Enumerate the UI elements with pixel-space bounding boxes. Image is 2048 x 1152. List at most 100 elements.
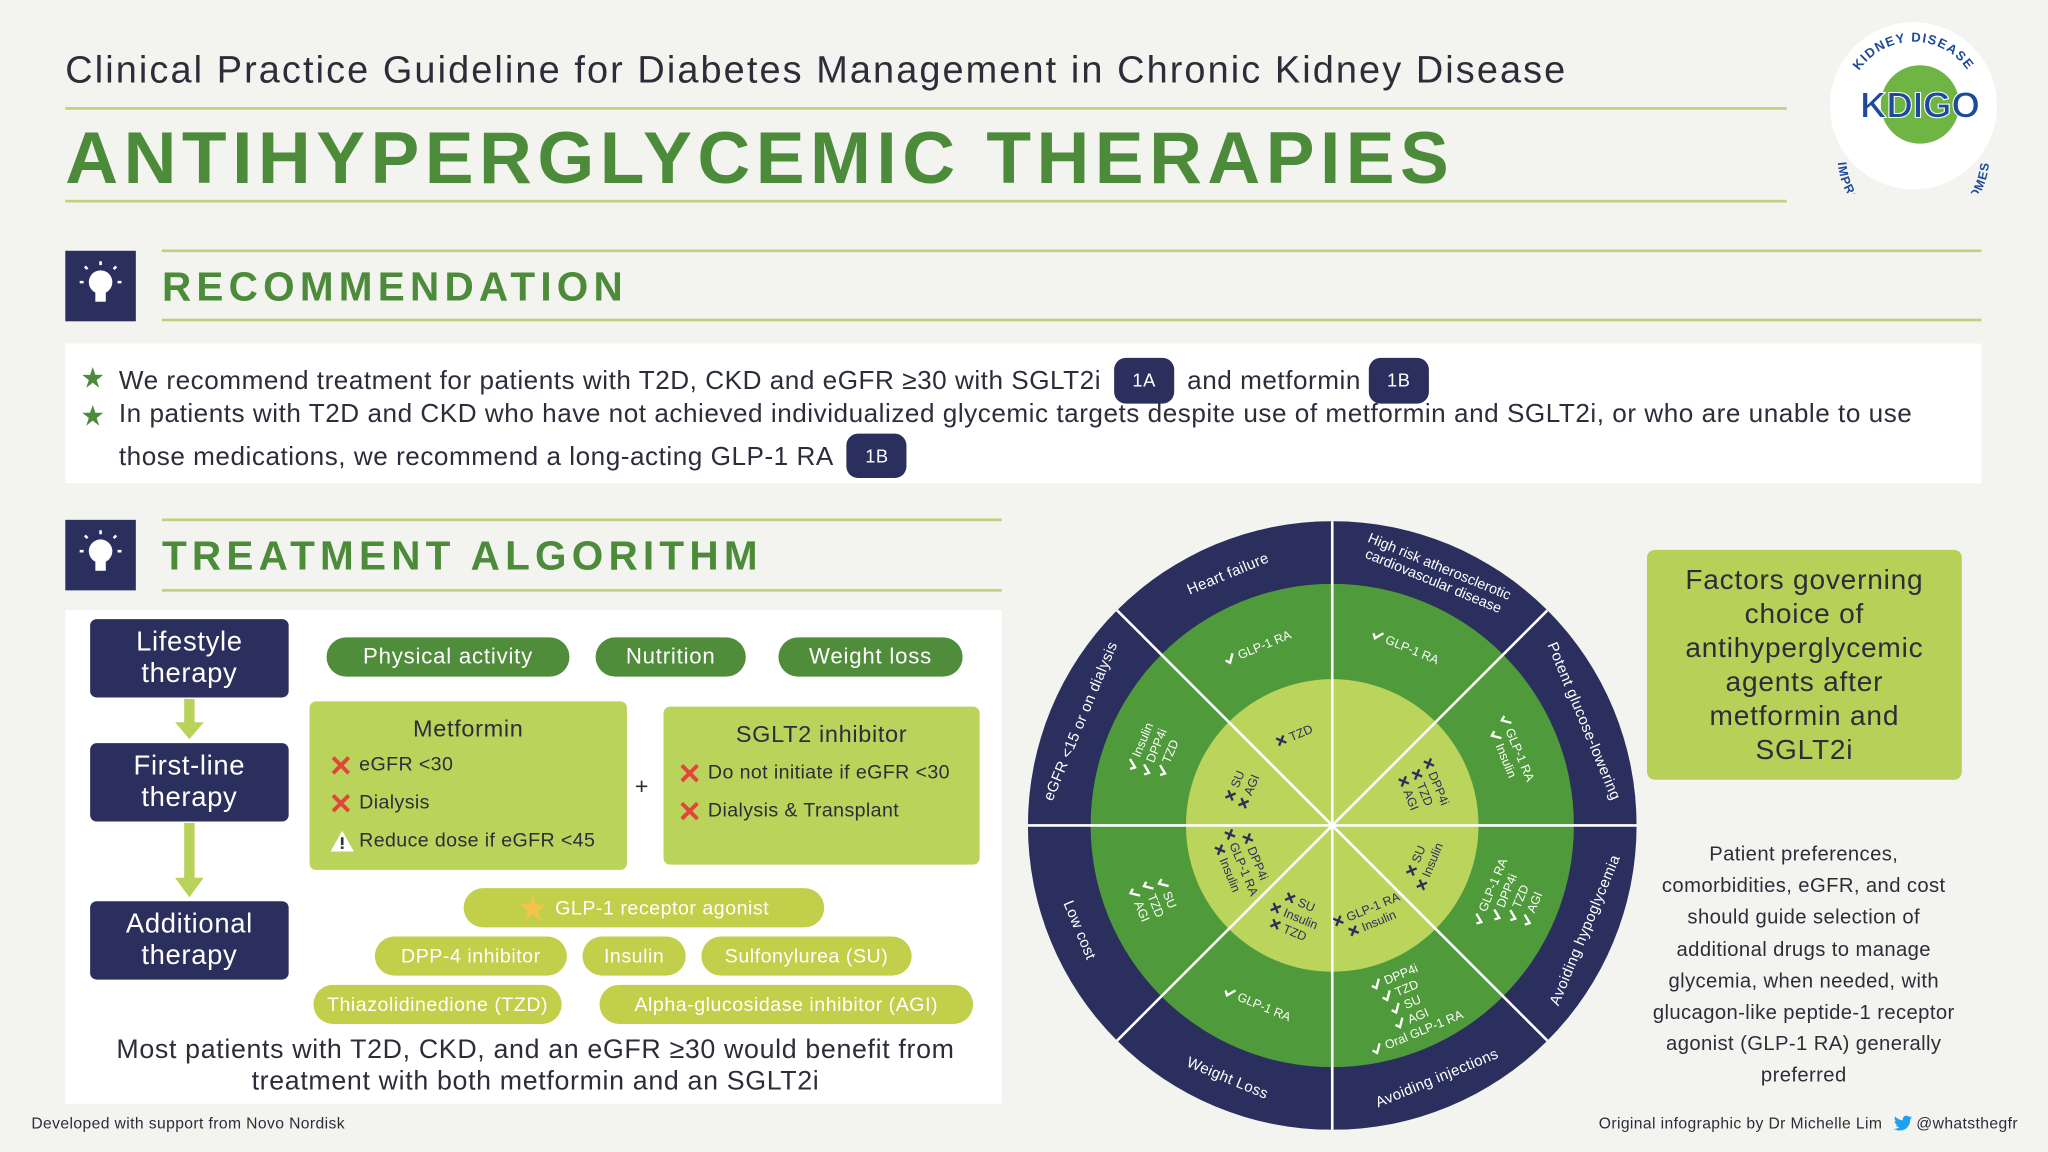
drug-pill: Insulin	[582, 936, 686, 976]
avoid-drug: SU	[1409, 844, 1429, 865]
shape	[175, 877, 204, 898]
sector-divider	[1116, 824, 1334, 1042]
note: Patient preferences, comorbidities, eGFR…	[1652, 843, 1955, 1088]
divider	[161, 589, 1002, 592]
cross-icon	[1411, 768, 1423, 781]
list-item: Do not initiate if eGFR <30	[674, 761, 961, 785]
item-text: eGFR <30	[359, 753, 454, 776]
shape	[680, 764, 699, 783]
recommendation-item: We recommend treatment for patients with…	[119, 357, 1948, 403]
shape	[95, 561, 106, 571]
check-icon	[1394, 1017, 1404, 1029]
cross-icon	[1214, 844, 1226, 856]
logo-name: KDIGO	[1860, 85, 1980, 126]
bullet-star	[82, 367, 104, 388]
shape	[331, 794, 351, 813]
check-icon	[1371, 978, 1380, 990]
list-item: Dialysis	[325, 792, 627, 816]
cross-icon	[1224, 828, 1236, 841]
cross-icon	[331, 794, 351, 813]
check-icon	[1225, 653, 1234, 665]
preferred-drug: SU	[1402, 992, 1423, 1012]
pill-text: GLP-1 receptor agonist	[555, 896, 770, 919]
conclusion: Most patients with T2D, CKD, and an eGFR…	[116, 1034, 955, 1096]
cross-icon	[1238, 797, 1250, 809]
recommendation-panel	[65, 343, 1982, 484]
cross-icon	[680, 801, 699, 821]
check-icon	[1509, 909, 1518, 922]
shape	[83, 265, 89, 270]
bulb-icon	[65, 250, 136, 322]
drug-pill: Sulfonylurea (SU)	[701, 936, 912, 976]
list-item: eGFR <30	[325, 754, 627, 778]
avoid-drug: SU	[1228, 769, 1248, 790]
shape	[83, 534, 89, 540]
cross-icon	[331, 756, 351, 775]
shape	[112, 265, 118, 270]
flow-arrow	[175, 822, 204, 898]
cross-icon	[1270, 902, 1282, 914]
logo: KIDNEY DISEASE IMPROVING GLOBAL OUTCOMES…	[1829, 22, 1998, 193]
recommendation-text: In patients with T2D and CKD who have no…	[118, 399, 1913, 471]
shape	[88, 539, 113, 563]
plus-sign: +	[634, 773, 649, 800]
divider	[65, 107, 1787, 110]
cross-icon	[1423, 758, 1435, 770]
cross-icon	[1224, 789, 1237, 802]
shape	[340, 837, 344, 846]
footer-left: Developed with support from Novo Nordisk	[31, 1114, 345, 1133]
footer-credit: Original infographic by Dr Michelle Lim	[1598, 1114, 1883, 1133]
recommendation-item: In patients with T2D and CKD who have no…	[118, 396, 1948, 479]
check-icon	[1475, 912, 1484, 925]
check-icon	[1129, 758, 1137, 771]
check-icon	[1142, 881, 1154, 890]
metformin-box: Metformin eGFR <30 Dialysis Reduce dose if…	[309, 701, 627, 870]
shape	[175, 722, 204, 740]
section-heading: RECOMMENDATION	[161, 263, 628, 310]
cross-icon	[680, 764, 699, 783]
bulb-icon	[65, 519, 136, 591]
sector-divider	[1116, 609, 1334, 827]
check-icon	[1224, 989, 1237, 998]
section-heading: TREATMENT ALGORITHM	[161, 532, 763, 579]
recommendation-text: and metformin	[1187, 367, 1361, 396]
check-icon	[1372, 1043, 1381, 1055]
grade-badge: 1A	[1114, 357, 1175, 403]
drug-pill: DPP-4 inhibitor	[374, 936, 567, 976]
cross-icon	[1284, 892, 1296, 904]
box-title: Metformin	[413, 715, 524, 742]
check-icon	[1143, 763, 1151, 776]
item-list: Do not initiate if eGFR <30 Dialysis & Tr…	[664, 761, 980, 822]
shape	[331, 756, 351, 775]
divider	[161, 249, 1982, 252]
shape	[184, 822, 195, 881]
preferred-pill: GLP-1 receptor agonist	[463, 888, 825, 928]
shape	[82, 367, 104, 388]
drug-pill: Thiazolidinedione (TZD)	[313, 984, 562, 1024]
check-icon	[1493, 908, 1502, 921]
list-item: Reduce dose if eGFR <45	[325, 829, 627, 853]
shape	[340, 846, 344, 849]
item-text: Do not initiate if eGFR <30	[707, 761, 950, 784]
check-icon	[1159, 764, 1167, 777]
shape	[1894, 1115, 1913, 1131]
check-icon	[1157, 878, 1169, 888]
cross-icon	[1416, 879, 1428, 891]
factors-box: Factors governing choice of antihypergly…	[1647, 549, 1962, 780]
grade-badge: 1B	[1368, 357, 1429, 403]
step-box: Additional therapy	[90, 901, 289, 980]
shape	[112, 534, 118, 540]
check-icon	[1490, 730, 1502, 740]
lifestyle-pill: Nutrition	[595, 637, 746, 677]
divider	[161, 518, 1002, 521]
lifestyle-pill: Weight loss	[778, 637, 963, 677]
shape	[95, 292, 106, 302]
item-list: eGFR <30 Dialysis Reduce dose if eGFR <45	[310, 754, 627, 853]
list-item: Dialysis & Transplant	[674, 799, 961, 823]
cross-icon	[1398, 775, 1410, 788]
shape	[79, 530, 122, 553]
box-title: SGLT2 inhibitor	[735, 720, 908, 748]
